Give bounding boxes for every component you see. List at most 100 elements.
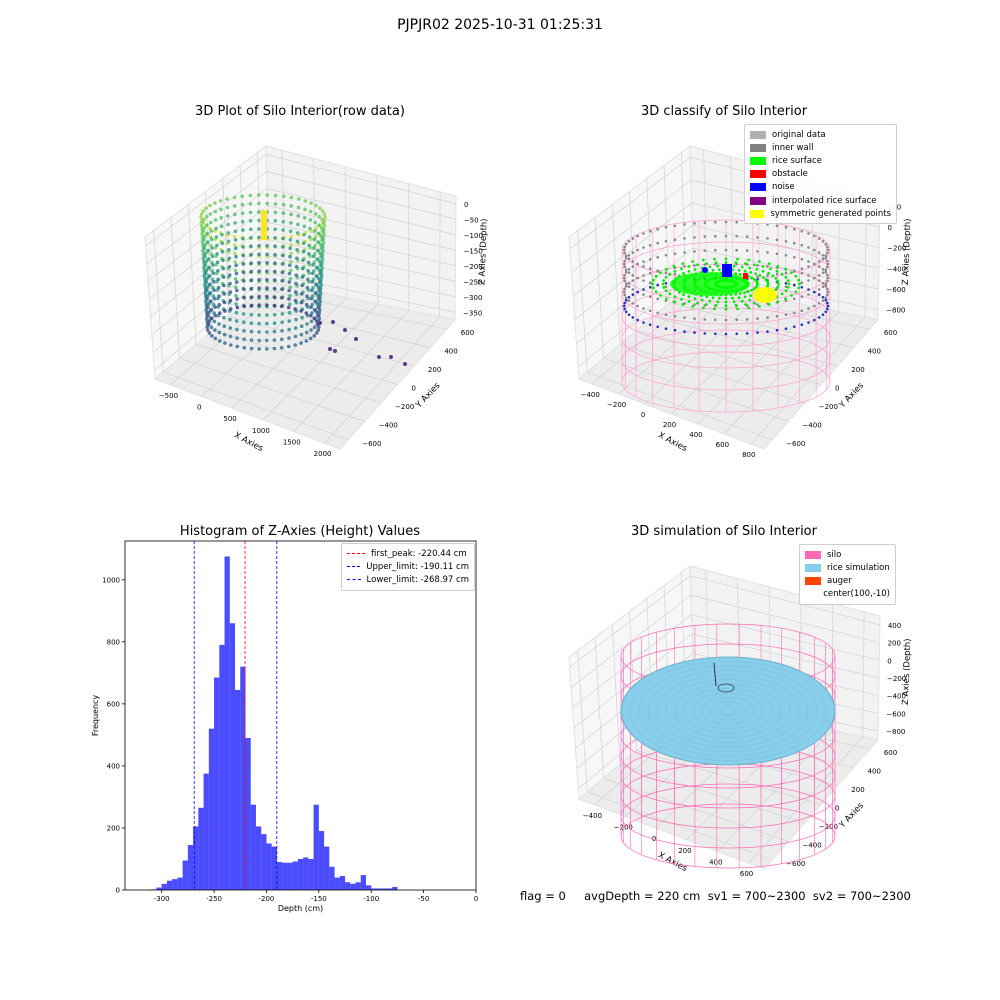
inner-wall-point: [656, 255, 659, 259]
inner-wall-point: [826, 293, 829, 297]
inner-wall-point: [807, 307, 810, 310]
raw-point: [265, 347, 269, 351]
rice-surface-point: [776, 300, 780, 304]
z-gridline: [569, 575, 691, 668]
raw-point: [272, 286, 277, 291]
raw-point: [234, 246, 238, 250]
raw-point: [257, 244, 261, 248]
raw-point: [273, 252, 277, 257]
rice-surface-point: [758, 305, 761, 308]
rice-surface-point: [672, 300, 676, 304]
raw-point: [233, 251, 237, 256]
inner-wall-point: [824, 254, 828, 258]
raw-point: [313, 212, 318, 216]
z-tick-label: −100: [464, 232, 483, 240]
inner-wall-point: [826, 251, 829, 255]
rice-surface-point: [771, 274, 775, 278]
inner-wall-point: [745, 249, 749, 252]
raw-point: [232, 204, 237, 208]
x-tick-label: −400: [581, 391, 600, 399]
z-gridline: [572, 614, 692, 708]
raw-point: [321, 240, 326, 245]
raw-point: [204, 296, 209, 301]
raw-point: [222, 283, 226, 288]
rice-simulation-mesh: [656, 674, 800, 748]
inner-wall-point: [627, 254, 631, 257]
inner-wall-point: [627, 257, 631, 261]
inner-wall-point: [817, 260, 821, 263]
z-tick-label: −250: [463, 278, 482, 286]
y-gridline: [187, 204, 197, 345]
rice-surface-point: [659, 294, 662, 297]
y-tick-label: −400: [379, 421, 398, 429]
rice-surface-point: [784, 289, 788, 293]
rice-surface-point: [790, 294, 793, 297]
histogram-bar: [156, 887, 162, 890]
inner-wall-point: [735, 332, 738, 336]
inner-wall-point: [821, 240, 825, 243]
raw-point: [272, 329, 277, 334]
rice-surface-point: [758, 260, 761, 263]
legend-label: rice simulation: [827, 562, 890, 573]
raw-point: [249, 244, 253, 248]
inner-wall-point: [724, 318, 728, 322]
inner-wall-point: [766, 237, 769, 240]
inner-wall-point: [714, 318, 717, 322]
rice-surface-point: [786, 279, 790, 282]
rice-surface-point: [747, 258, 751, 262]
rice-surface-point: [724, 297, 728, 300]
raw-point: [201, 257, 206, 262]
rice-surface-point: [708, 299, 712, 303]
x-gridline: [376, 175, 379, 305]
raw-point: [235, 344, 240, 349]
raw-point: [289, 251, 293, 256]
z-gridline: [569, 157, 691, 250]
histogram-bar: [161, 883, 167, 890]
z-tick-label: −800: [886, 728, 905, 736]
inner-wall-point: [724, 234, 728, 238]
raw-data-3d-plot: 3D Plot of Silo Interior(row data) −500 0…: [0, 0, 500, 500]
raw-point: [306, 277, 310, 282]
histogram-bar: [365, 885, 372, 890]
inner-wall-point: [784, 271, 788, 275]
inner-wall-point: [793, 241, 796, 245]
rice-surface-point: [731, 296, 734, 300]
raw-point: [249, 338, 254, 342]
x-tick-label: -100: [363, 895, 379, 903]
raw-point: [289, 243, 294, 247]
legend-label: auger: [827, 575, 852, 586]
raw-point: [318, 308, 322, 312]
raw-point: [240, 202, 245, 207]
inner-wall-point: [664, 282, 668, 285]
rice-surface-point: [713, 307, 716, 311]
histogram-bar: [271, 846, 277, 890]
raw-point: [221, 266, 226, 271]
inner-wall-point: [793, 311, 796, 315]
raw-point: [265, 260, 269, 265]
raw-point: [228, 281, 232, 286]
raw-point: [211, 271, 216, 276]
raw-point: [293, 334, 298, 339]
inner-wall-point: [800, 267, 804, 271]
y-tick-label: 0: [835, 385, 839, 393]
classify-3d-canvas: −400 −200 0 200 400 600 800 −600 −400 −200 0 200 400…: [568, 145, 913, 459]
x-tick-label: −500: [159, 392, 178, 400]
inner-wall-point: [624, 284, 628, 288]
inner-wall-point: [664, 327, 668, 331]
simulation-legend: silo rice simulation auger center(100,-10): [799, 544, 896, 605]
y-tick-label: 200: [851, 366, 864, 374]
raw-point: [229, 343, 233, 347]
z-gridline: [574, 225, 693, 321]
z-gridline: [266, 154, 457, 205]
raw-point: [241, 312, 246, 316]
raw-point: [221, 258, 225, 263]
raw-point: [227, 248, 231, 252]
inner-wall-point: [693, 236, 696, 239]
raw-point: [249, 329, 254, 334]
raw-point: [235, 297, 239, 301]
inner-wall-point: [636, 318, 639, 322]
raw-point: [322, 220, 326, 225]
raw-point: [296, 214, 301, 218]
raw-point: [257, 330, 261, 334]
rice-surface-point: [794, 290, 798, 294]
